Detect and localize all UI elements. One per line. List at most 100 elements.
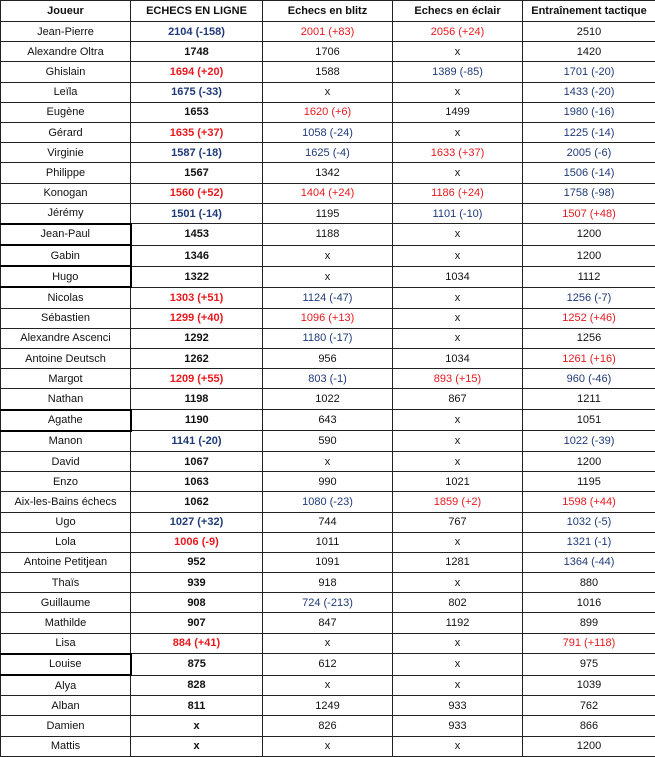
online-rating: 1748 [131,42,263,62]
tactics-rating: 1022 (-39) [523,431,655,452]
tactics-rating: 1321 (-1) [523,532,655,552]
online-rating: 884 (+41) [131,633,263,654]
player-name: Ghislain [1,62,131,82]
tactics-rating: 1980 (-16) [523,102,655,122]
tactics-rating: 1252 (+46) [523,308,655,328]
blitz-rating: 1124 (-47) [263,287,393,308]
blitz-rating: 990 [263,472,393,492]
tactics-rating: 1032 (-5) [523,512,655,532]
tactics-rating: 1758 (-98) [523,183,655,203]
tactics-rating: 1364 (-44) [523,552,655,572]
blitz-rating: x [263,245,393,266]
blitz-rating: 1058 (-24) [263,122,393,142]
header-lightning: Echecs en éclair [393,1,523,22]
tactics-rating: 960 (-46) [523,369,655,389]
blitz-rating: 643 [263,410,393,431]
tactics-rating: 1195 [523,472,655,492]
blitz-rating: 1706 [263,42,393,62]
lightning-rating: x [393,224,523,245]
blitz-rating: 1011 [263,532,393,552]
lightning-rating: x [393,287,523,308]
lightning-rating: x [393,451,523,471]
online-rating: 1027 (+32) [131,512,263,532]
blitz-rating: 724 (-213) [263,593,393,613]
blitz-rating: 918 [263,573,393,593]
tactics-rating: 791 (+118) [523,633,655,654]
lightning-rating: x [393,42,523,62]
lightning-rating: 1389 (-85) [393,62,523,82]
blitz-rating: x [263,633,393,654]
header-tactics: Entraînement tactique [523,1,655,22]
blitz-rating: x [263,82,393,102]
tactics-rating: 1016 [523,593,655,613]
player-name: Eugène [1,102,131,122]
tactics-rating: 1112 [523,266,655,287]
tactics-rating: 1506 (-14) [523,163,655,183]
online-rating: 1067 [131,451,263,471]
lightning-rating: x [393,675,523,696]
lightning-rating: 867 [393,389,523,410]
blitz-rating: 1091 [263,552,393,572]
tactics-rating: 1200 [523,736,655,756]
tactics-rating: 880 [523,573,655,593]
player-name: Nathan [1,389,131,410]
online-rating: 1560 (+52) [131,183,263,203]
player-name: Guillaume [1,593,131,613]
player-name: Nicolas [1,287,131,308]
tactics-rating: 1225 (-14) [523,122,655,142]
blitz-rating: 590 [263,431,393,452]
blitz-rating: x [263,266,393,287]
blitz-rating: x [263,736,393,756]
online-rating: 1190 [131,410,263,431]
lightning-rating: 933 [393,716,523,736]
lightning-rating: 893 (+15) [393,369,523,389]
tactics-rating: 1039 [523,675,655,696]
player-name: Alya [1,675,131,696]
lightning-rating: x [393,82,523,102]
lightning-rating: 1034 [393,266,523,287]
lightning-rating: 2056 (+24) [393,22,523,42]
blitz-rating: 1588 [263,62,393,82]
player-name: Damien [1,716,131,736]
player-name: Sébastien [1,308,131,328]
player-name: Philippe [1,163,131,183]
online-rating: 908 [131,593,263,613]
blitz-rating: 1404 (+24) [263,183,393,203]
online-rating: 1346 [131,245,263,266]
online-rating: 1653 [131,102,263,122]
online-rating: 1303 (+51) [131,287,263,308]
blitz-rating: 1022 [263,389,393,410]
tactics-rating: 1507 (+48) [523,203,655,224]
blitz-rating: 1195 [263,203,393,224]
online-rating: 1322 [131,266,263,287]
player-name: Konogan [1,183,131,203]
online-rating: 1062 [131,492,263,512]
blitz-rating: 1080 (-23) [263,492,393,512]
tactics-rating: 1200 [523,451,655,471]
online-rating: 1501 (-14) [131,203,263,224]
player-name: Virginie [1,143,131,163]
player-name: Alexandre Oltra [1,42,131,62]
lightning-rating: 802 [393,593,523,613]
player-name: Agathe [1,410,131,431]
lightning-rating: x [393,308,523,328]
